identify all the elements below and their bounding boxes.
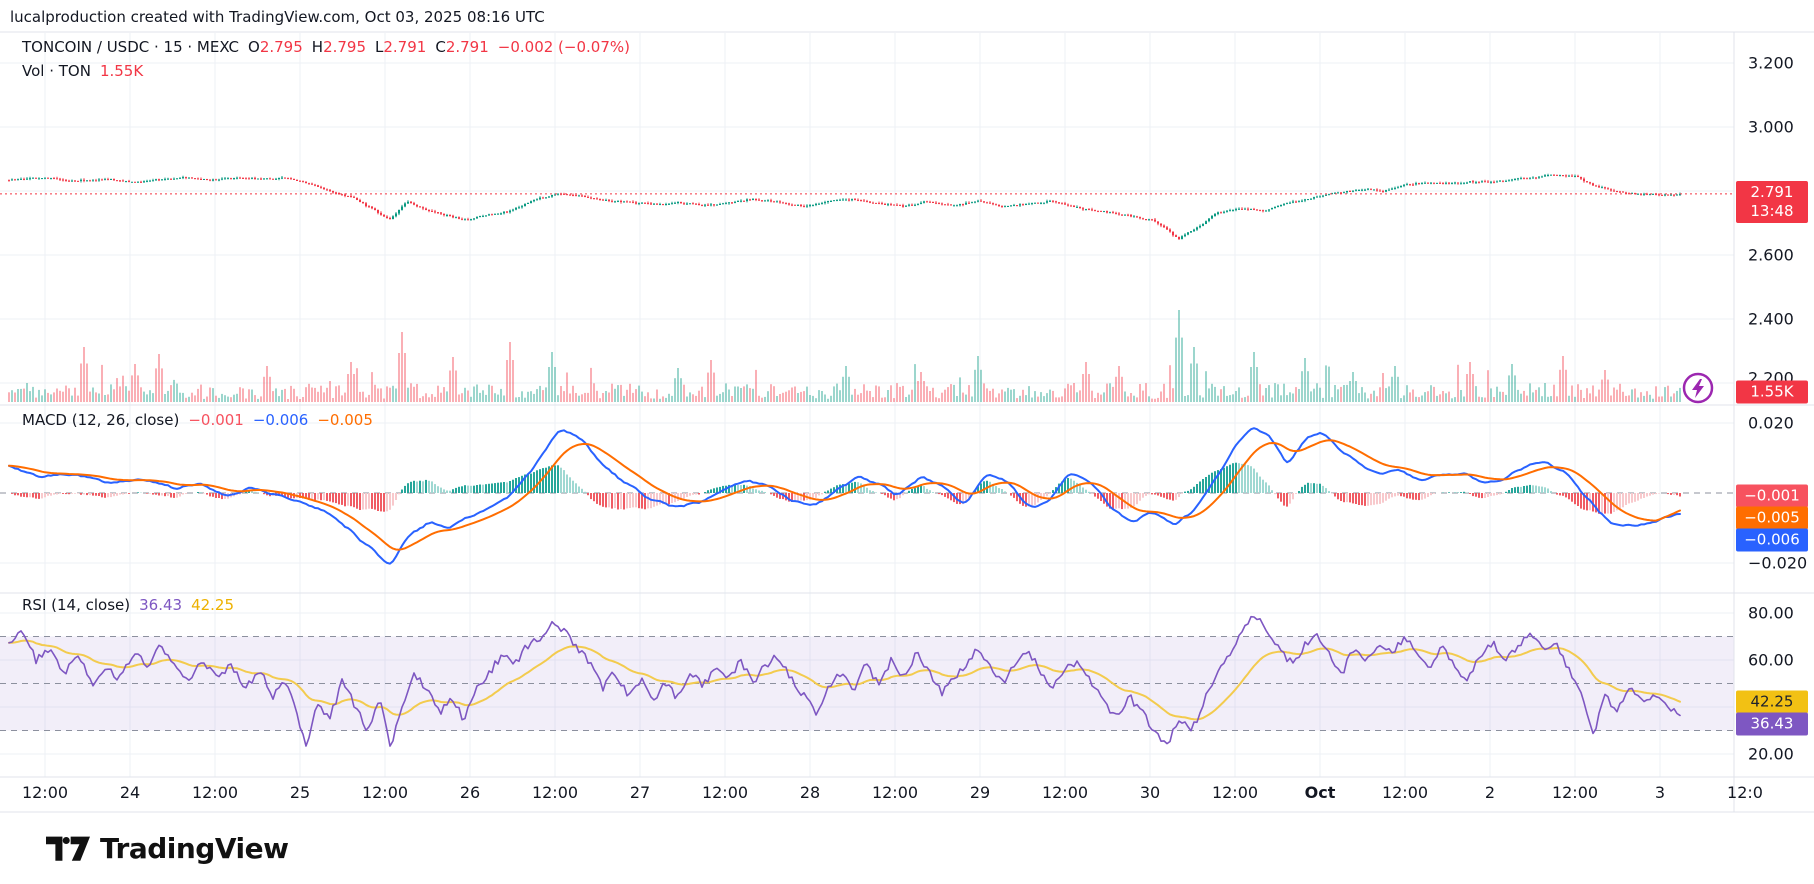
time-axis-label: 12:00 — [1551, 783, 1599, 802]
rsi-value-badge: 36.43 — [1736, 712, 1808, 736]
change-value: −0.002 (−0.07%) — [497, 38, 630, 56]
macd-histogram — [11, 462, 1681, 514]
macd-legend[interactable]: MACD (12, 26, close) −0.001 −0.006 −0.005 — [22, 411, 373, 429]
time-axis-label: 12:00 — [361, 783, 409, 802]
ohlc-value: 2.791 — [383, 38, 427, 56]
rsi-ma-line — [8, 639, 1681, 721]
time-axis-label: 12:00 — [1381, 783, 1429, 802]
indicator-value: −0.005 — [317, 411, 373, 429]
macd-line — [8, 427, 1681, 565]
rsi-label: RSI (14, close) — [22, 596, 131, 614]
volume-value: 1.55K — [99, 62, 144, 80]
macd-values: −0.001 −0.006 −0.005 — [179, 411, 373, 429]
time-axis-label: 27 — [629, 783, 651, 802]
time-axis-label: 12:00 — [191, 783, 239, 802]
macd-hist-badge: −0.001 — [1736, 484, 1808, 508]
volume-legend[interactable]: Vol · TON 1.55K — [22, 62, 143, 80]
indicator-value: −0.001 — [188, 411, 244, 429]
macd-label: MACD (12, 26, close) — [22, 411, 180, 429]
price-axis-label: 2.400 — [1748, 309, 1794, 329]
ohlc-key: O — [248, 38, 260, 56]
rsi-values: 36.43 42.25 — [130, 596, 234, 614]
time-axis-label: 12:00 — [701, 783, 749, 802]
rsi-line — [8, 615, 1681, 747]
time-axis-label: 12:00 — [1041, 783, 1089, 802]
ohlc-key: C — [435, 38, 446, 56]
tradingview-logo[interactable]: TradingView — [46, 832, 289, 865]
last-price-badge: 2.791 13:48 — [1736, 181, 1808, 223]
ohlc-key: L — [375, 38, 384, 56]
time-axis-label: 12:00 — [531, 783, 579, 802]
price-axis-label: 3.200 — [1748, 53, 1794, 73]
time-axis-label: 12:00 — [21, 783, 69, 802]
last-price-value: 2.791 — [1750, 183, 1794, 201]
macd-signal-line — [8, 439, 1681, 551]
time-axis-label: 25 — [289, 783, 311, 802]
rsi-axis-label: 80.00 — [1748, 603, 1794, 623]
indicator-value: −0.006 — [252, 411, 309, 429]
time-axis-label: 3 — [1654, 783, 1666, 802]
candles — [8, 173, 1681, 240]
time-axis-label: 30 — [1139, 783, 1161, 802]
watermark-text: lucalproduction created with TradingView… — [10, 8, 545, 26]
volume-badge: 1.55K — [1736, 380, 1808, 404]
ohlc-values: O2.795 H2.795 L2.791 C2.791 — [239, 38, 489, 56]
time-axis-label: 29 — [969, 783, 991, 802]
macd-axis-label: 0.020 — [1748, 413, 1794, 433]
tradingview-logo-text: TradingView — [100, 832, 289, 865]
rsi-axis-label: 20.00 — [1748, 744, 1794, 764]
macd-axis-label: −0.020 — [1748, 553, 1808, 573]
indicator-value: 36.43 — [139, 596, 183, 614]
ohlc-value: 2.791 — [445, 38, 489, 56]
symbol-legend[interactable]: TONCOIN / USDC · 15 · MEXC O2.795 H2.795 L2… — [22, 38, 630, 56]
volume-bars — [8, 310, 1681, 402]
price-axis-label: 2.600 — [1748, 245, 1794, 265]
rsi-band — [0, 636, 1734, 731]
ohlc-value: 2.795 — [259, 38, 303, 56]
bar-countdown: 13:48 — [1750, 202, 1794, 220]
time-axis-label: Oct — [1304, 783, 1336, 802]
time-axis-label: 28 — [799, 783, 821, 802]
price-axis-label: 3.000 — [1748, 117, 1794, 137]
ohlc-key: H — [311, 38, 324, 56]
ohlc-value: 2.795 — [323, 38, 367, 56]
time-axis-label: 24 — [119, 783, 141, 802]
time-axis-label: 12:00 — [871, 783, 919, 802]
time-axis-label: 12:0 — [1727, 783, 1763, 802]
time-axis-label: 2 — [1484, 783, 1496, 802]
macd-signal-badge: −0.005 — [1736, 506, 1808, 530]
boost-button[interactable] — [1681, 371, 1715, 405]
time-axis-label: 12:00 — [1211, 783, 1259, 802]
symbol-title[interactable]: TONCOIN / USDC · 15 · MEXC — [22, 38, 240, 56]
lightning-icon — [1692, 379, 1704, 398]
macd-line-badge: −0.006 — [1736, 528, 1808, 552]
indicator-value: 42.25 — [191, 596, 235, 614]
tradingview-logo-icon — [46, 836, 90, 861]
rsi-legend[interactable]: RSI (14, close) 36.43 42.25 — [22, 596, 234, 614]
rsi-axis-label: 60.00 — [1748, 650, 1794, 670]
time-axis-label: 26 — [459, 783, 481, 802]
volume-label: Vol · TON — [22, 62, 91, 80]
rsi-ma-badge: 42.25 — [1736, 690, 1808, 714]
